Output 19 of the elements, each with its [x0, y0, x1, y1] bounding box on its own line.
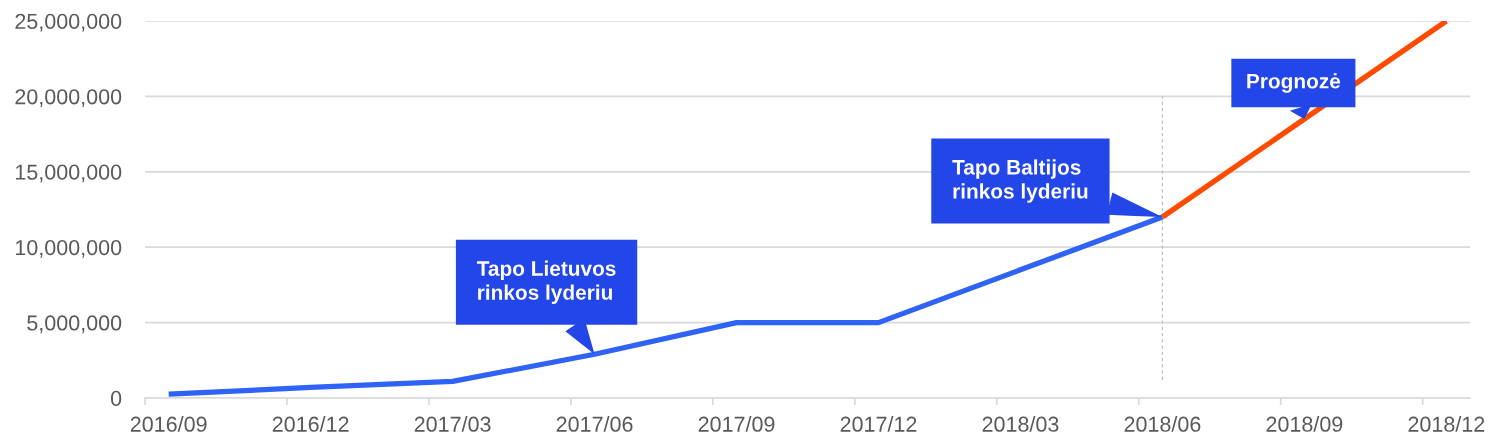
x-tick-label: 2018/06: [1124, 416, 1201, 432]
x-tick-label: 2016/12: [272, 416, 349, 432]
x-tick-label: 2017/03: [414, 416, 491, 432]
y-tick-label: 5,000,000: [27, 315, 122, 334]
annotation: Tapo Baltijos rinkos lyderiu: [952, 159, 1088, 203]
x-tick-label: 2017/12: [840, 416, 917, 432]
y-tick-label: 10,000,000: [15, 239, 122, 258]
x-tick-label: 2018/03: [982, 416, 1059, 432]
y-tick-label: 15,000,000: [15, 164, 122, 183]
x-tick-label: 2018/09: [1266, 416, 1343, 432]
x-tick-label: 2018/12: [1408, 416, 1485, 432]
x-tick-label: 2017/09: [698, 416, 775, 432]
y-tick-label: 0: [110, 390, 122, 407]
x-tick-label: 2016/09: [130, 416, 207, 432]
annotation: Prognozė: [1247, 73, 1341, 93]
x-tick-label: 2017/06: [556, 416, 633, 432]
y-tick-label: 20,000,000: [15, 89, 122, 107]
annotation: Tapo Lietuvos rinkos lyderiu: [476, 260, 616, 304]
y-tick-label: 25,000,000: [15, 13, 122, 32]
